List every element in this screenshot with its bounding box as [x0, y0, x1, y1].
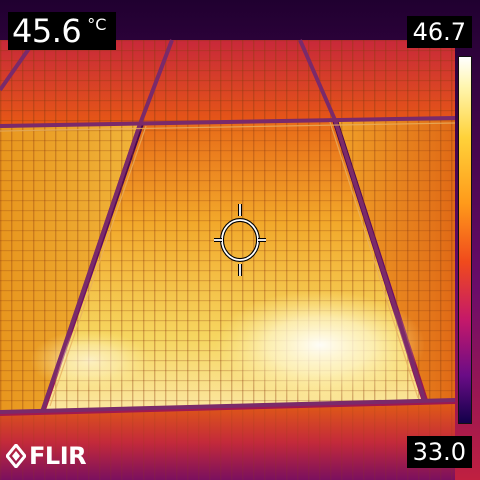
spot-temperature-value: 45.6: [12, 12, 82, 50]
spot-temperature-readout: 45.6 °C: [8, 12, 117, 50]
flir-logo-icon: [6, 444, 26, 468]
temperature-colorbar: [458, 56, 472, 424]
flir-logo: FLIR: [6, 440, 87, 472]
scale-max-value: 46.7: [406, 16, 472, 48]
temperature-unit: °C: [87, 15, 107, 34]
scale-min-value: 33.0: [406, 436, 472, 468]
logo-text: FLIR: [29, 442, 87, 470]
crosshair-icon: [214, 204, 266, 276]
